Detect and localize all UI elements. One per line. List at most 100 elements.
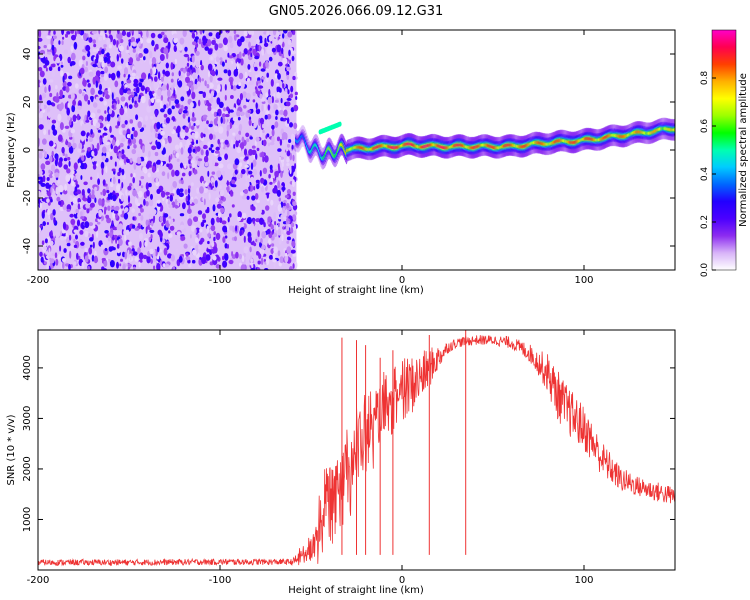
noise-blob [129, 119, 134, 124]
noise-blob [67, 115, 71, 121]
noise-blob [248, 119, 252, 126]
noise-blob [95, 80, 99, 88]
noise-blob [279, 203, 282, 211]
noise-blob [91, 254, 95, 262]
noise-blob [277, 61, 283, 67]
noise-blob [91, 194, 96, 200]
noise-blob [102, 132, 108, 136]
noise-blob [93, 148, 98, 157]
noise-blob [110, 199, 115, 206]
noise-blob [212, 187, 217, 192]
noise-blob [149, 68, 153, 76]
noise-blob [79, 211, 83, 217]
noise-blob [266, 30, 270, 37]
noise-blob [87, 228, 94, 232]
noise-blob [293, 104, 299, 112]
noise-blob [257, 260, 261, 265]
noise-blob [258, 71, 263, 77]
noise-blob [246, 101, 249, 107]
noise-blob [151, 166, 156, 173]
noise-blob [269, 181, 273, 185]
noise-blob [246, 217, 252, 225]
noise-blob [111, 168, 116, 172]
noise-blob [73, 244, 78, 248]
noise-blob [104, 30, 107, 34]
noise-blob [288, 49, 291, 57]
noise-blob [256, 207, 262, 215]
noise-blob [235, 225, 238, 232]
noise-blob [84, 248, 88, 253]
noise-blob [117, 249, 121, 254]
noise-blob [77, 198, 82, 203]
noise-blob [268, 174, 271, 179]
noise-blob [288, 266, 293, 270]
noise-blob [233, 124, 238, 129]
noise-blob [253, 186, 256, 191]
noise-blob [146, 30, 149, 38]
noise-blob [243, 48, 248, 55]
noise-blob [39, 53, 45, 59]
noise-blob [122, 130, 127, 136]
noise-blob [92, 48, 98, 53]
noise-blob [148, 90, 153, 97]
noise-blob [194, 228, 197, 235]
noise-blob [76, 113, 80, 121]
noise-blob [119, 38, 124, 44]
noise-blob [213, 111, 217, 118]
noise-blob [148, 150, 151, 158]
noise-blob [89, 202, 95, 208]
noise-blob [292, 154, 295, 162]
noise-blob [173, 89, 176, 97]
noise-blob [258, 61, 262, 67]
spectrogram-ytick-label: 0 [22, 147, 33, 153]
noise-blob [240, 191, 244, 196]
noise-blob [145, 115, 148, 122]
noise-blob [52, 35, 57, 39]
noise-blob [116, 70, 121, 78]
noise-blob [251, 195, 256, 201]
noise-blob [211, 149, 215, 153]
noise-blob [181, 179, 184, 185]
noise-blob [292, 214, 296, 221]
noise-blob [103, 56, 109, 62]
noise-blob [125, 229, 130, 236]
noise-blob [48, 84, 51, 92]
noise-blob [164, 70, 170, 77]
noise-blob [196, 81, 201, 87]
noise-blob [121, 80, 124, 85]
noise-blob [204, 80, 207, 87]
noise-blob [218, 200, 223, 204]
noise-blob [294, 211, 298, 216]
noise-blob [273, 93, 276, 98]
noise-blob [155, 160, 161, 165]
noise-blob [215, 32, 221, 39]
noise-blob [133, 118, 137, 127]
noise-blob [112, 38, 117, 46]
noise-blob [121, 182, 124, 189]
noise-blob [272, 259, 277, 263]
noise-blob [277, 39, 283, 45]
noise-blob [107, 87, 111, 96]
noise-blob [213, 231, 216, 236]
noise-blob [55, 186, 59, 195]
noise-blob [59, 89, 63, 97]
noise-blob [43, 253, 46, 257]
noise-blob [257, 230, 260, 238]
noise-blob [226, 244, 229, 249]
noise-blob [286, 156, 290, 163]
noise-blob [277, 163, 280, 169]
noise-blob [271, 243, 275, 247]
noise-blob [268, 254, 274, 260]
noise-blob [252, 91, 256, 97]
noise-blob [272, 38, 277, 44]
noise-blob [104, 247, 108, 252]
noise-blob [50, 230, 53, 237]
noise-blob [56, 179, 61, 184]
noise-blob [256, 147, 260, 152]
noise-blob [67, 81, 72, 87]
noise-blob [223, 45, 228, 52]
noise-blob [125, 105, 127, 114]
noise-blob [148, 182, 152, 188]
noise-blob [140, 208, 144, 213]
noise-blob [170, 78, 174, 83]
